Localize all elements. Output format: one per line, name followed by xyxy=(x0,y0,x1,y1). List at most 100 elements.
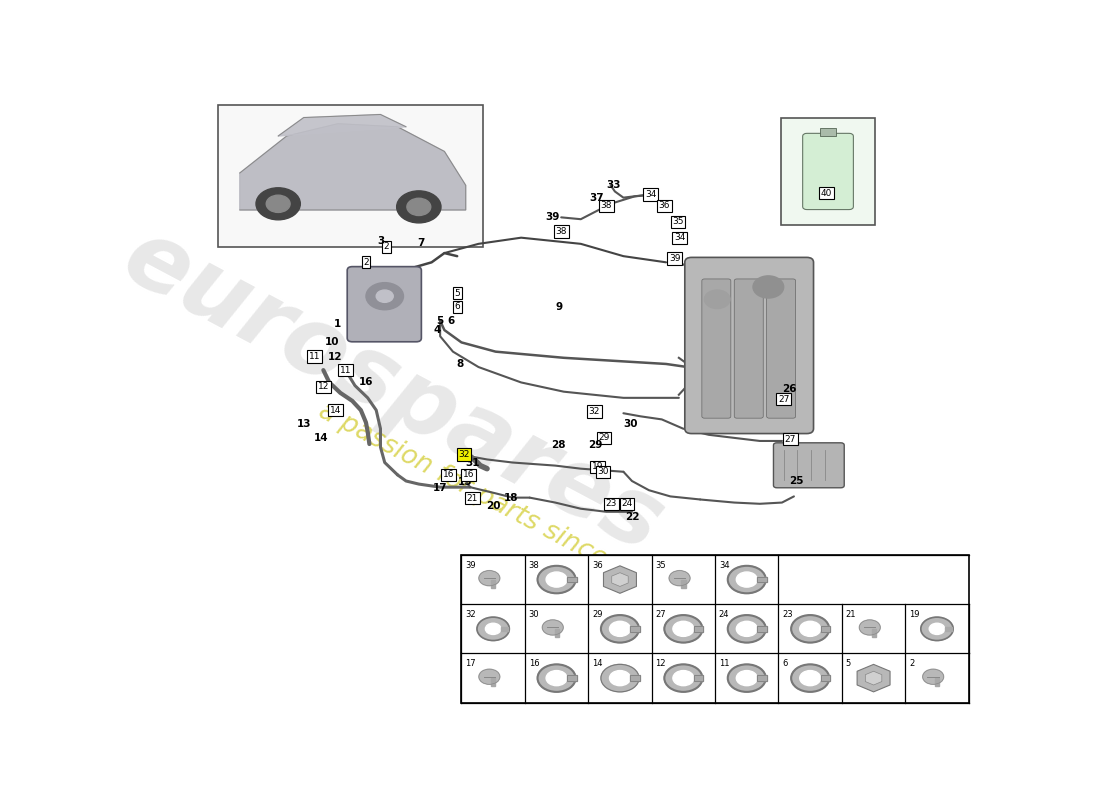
Bar xyxy=(694,675,703,681)
Text: 25: 25 xyxy=(789,476,804,486)
Text: 5: 5 xyxy=(437,316,443,326)
Circle shape xyxy=(673,670,694,686)
Bar xyxy=(821,626,830,631)
Circle shape xyxy=(669,570,690,586)
Circle shape xyxy=(673,622,694,636)
Text: 18: 18 xyxy=(504,493,518,502)
Text: 14: 14 xyxy=(592,659,603,668)
Bar xyxy=(757,675,767,681)
Text: 33: 33 xyxy=(606,180,620,190)
Text: 16: 16 xyxy=(462,470,474,479)
Text: 34: 34 xyxy=(719,561,729,570)
Text: 20: 20 xyxy=(486,501,502,510)
Circle shape xyxy=(921,617,954,641)
Circle shape xyxy=(754,276,783,298)
Text: 8: 8 xyxy=(456,359,463,369)
Circle shape xyxy=(736,572,757,587)
Text: 34: 34 xyxy=(645,190,657,199)
Bar xyxy=(566,577,576,582)
Bar xyxy=(871,629,876,637)
Bar xyxy=(630,675,640,681)
Text: 38: 38 xyxy=(556,227,566,236)
Circle shape xyxy=(546,572,566,587)
Bar xyxy=(630,626,640,631)
Text: 37: 37 xyxy=(588,193,604,202)
Text: 17: 17 xyxy=(465,659,476,668)
Bar xyxy=(781,118,875,226)
Circle shape xyxy=(407,198,431,215)
Bar xyxy=(694,626,703,631)
Circle shape xyxy=(478,570,499,586)
Text: 23: 23 xyxy=(606,499,617,508)
Text: a passion for parts since 1985: a passion for parts since 1985 xyxy=(314,398,678,607)
Text: 24: 24 xyxy=(621,499,632,508)
Text: 31: 31 xyxy=(465,458,480,467)
Text: 2: 2 xyxy=(363,258,368,267)
Text: 16: 16 xyxy=(443,470,454,479)
Circle shape xyxy=(736,622,757,636)
Text: 36: 36 xyxy=(659,201,670,210)
Polygon shape xyxy=(612,573,628,586)
Circle shape xyxy=(538,566,575,594)
Bar xyxy=(945,626,952,631)
Text: 35: 35 xyxy=(672,217,684,226)
Text: 4: 4 xyxy=(433,325,441,335)
Polygon shape xyxy=(857,664,890,692)
Circle shape xyxy=(478,669,499,684)
Circle shape xyxy=(397,191,441,223)
Polygon shape xyxy=(866,671,882,685)
Text: 11: 11 xyxy=(719,659,729,668)
Text: 2: 2 xyxy=(384,242,389,251)
Text: 24: 24 xyxy=(719,610,729,619)
Text: 38: 38 xyxy=(601,201,612,210)
Bar xyxy=(820,128,836,137)
Circle shape xyxy=(546,670,566,686)
Circle shape xyxy=(728,664,766,692)
Bar xyxy=(821,675,830,681)
Text: 3: 3 xyxy=(377,236,384,246)
Text: 38: 38 xyxy=(529,561,539,570)
Circle shape xyxy=(728,566,766,594)
Text: 21: 21 xyxy=(846,610,856,619)
Bar xyxy=(757,577,767,582)
Text: 23: 23 xyxy=(782,610,793,619)
Bar xyxy=(630,675,640,681)
Text: 28: 28 xyxy=(551,440,565,450)
Circle shape xyxy=(601,664,639,692)
Text: 16: 16 xyxy=(359,378,373,387)
Text: 30: 30 xyxy=(597,467,608,476)
Text: 22: 22 xyxy=(625,512,639,522)
Text: 16: 16 xyxy=(529,659,539,668)
Circle shape xyxy=(664,615,703,642)
Text: 26: 26 xyxy=(782,383,796,394)
Circle shape xyxy=(736,670,757,686)
Text: 2: 2 xyxy=(909,659,914,668)
Text: 40: 40 xyxy=(821,189,832,198)
Text: eurospares: eurospares xyxy=(108,211,679,573)
Bar xyxy=(566,675,576,681)
Bar xyxy=(821,675,830,681)
FancyBboxPatch shape xyxy=(685,258,814,434)
Text: 11: 11 xyxy=(340,366,351,374)
Text: 6: 6 xyxy=(782,659,788,668)
Circle shape xyxy=(609,622,630,636)
FancyBboxPatch shape xyxy=(767,279,795,418)
Polygon shape xyxy=(240,124,465,210)
Text: 39: 39 xyxy=(465,561,476,570)
Circle shape xyxy=(800,670,821,686)
Text: 30: 30 xyxy=(623,418,638,429)
Circle shape xyxy=(538,664,575,692)
Circle shape xyxy=(791,664,829,692)
Bar xyxy=(502,626,508,631)
Text: 11: 11 xyxy=(309,352,320,361)
Bar xyxy=(757,577,767,582)
Bar xyxy=(821,626,830,631)
Text: 5: 5 xyxy=(846,659,851,668)
Circle shape xyxy=(930,623,945,634)
Bar xyxy=(492,678,495,686)
Text: 30: 30 xyxy=(529,610,539,619)
Text: 10: 10 xyxy=(324,338,339,347)
FancyBboxPatch shape xyxy=(773,443,844,488)
Bar xyxy=(757,675,767,681)
Circle shape xyxy=(728,615,766,642)
